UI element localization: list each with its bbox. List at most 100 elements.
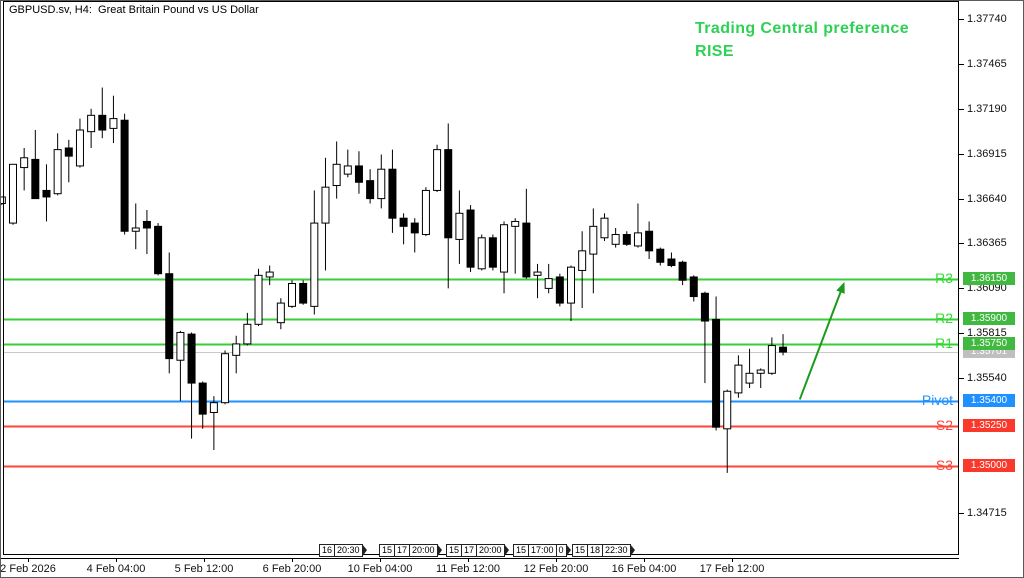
time-tag[interactable]: 16 20:30 (319, 544, 367, 557)
candle (9, 163, 17, 225)
candle (53, 133, 62, 196)
candle (87, 108, 96, 148)
price-badge-R2: 1.35900 (963, 312, 1015, 325)
time-tag-segment: 15 (379, 544, 396, 557)
price-tick-label: 1.36915 (967, 148, 1007, 160)
time-tag-tip (503, 544, 509, 557)
candle (656, 247, 665, 266)
candle (444, 123, 453, 289)
time-tick-label: 10 Feb 04:00 (347, 563, 413, 575)
time-tick-mark (28, 558, 29, 562)
candle (466, 205, 475, 273)
candle (410, 218, 419, 253)
candle (20, 147, 29, 191)
trading-central-note-line2: RISE (695, 43, 734, 60)
candle (522, 188, 531, 279)
trading-central-note: Trading Central preference RISE (695, 17, 909, 63)
candle (343, 149, 352, 178)
candle (176, 330, 185, 402)
time-axis-separator (1, 558, 959, 559)
candle (622, 231, 631, 246)
price-tick-mark (959, 109, 964, 110)
time-tag-segment: 18 (587, 544, 604, 557)
candle (31, 130, 40, 200)
time-tag-segment: 17:00 (528, 544, 557, 557)
candle (455, 190, 464, 264)
trading-central-note-line1: Trading Central preference (695, 20, 910, 37)
price-tick-label: 1.34715 (967, 507, 1007, 519)
level-label-Pivot[interactable]: Pivot (921, 392, 953, 408)
time-tick-mark (644, 558, 645, 562)
candle (120, 113, 129, 235)
price-tick-mark (959, 64, 964, 65)
time-tag-segment: 16 (319, 544, 336, 557)
time-tag[interactable]: 15 18 22:30 (572, 544, 635, 557)
candle (75, 118, 84, 168)
price-tick-mark (959, 513, 964, 514)
chart-title: GBPUSD.sv, H4: Great Britain Pound vs US… (9, 4, 259, 16)
time-tag-segment: 20:00 (409, 544, 438, 557)
price-tick-label: 1.35815 (967, 327, 1007, 339)
candle (511, 218, 520, 274)
price-tick-mark (959, 378, 964, 379)
candle (399, 213, 408, 245)
candle (243, 312, 252, 346)
trend-arrow[interactable] (798, 281, 845, 400)
candle (488, 234, 497, 271)
candle (109, 95, 118, 144)
level-label-R3[interactable]: R3 (935, 270, 953, 286)
candle (689, 275, 698, 302)
time-tick-label: 11 Feb 12:00 (435, 563, 501, 575)
candle (600, 213, 609, 242)
price-tick-mark (959, 19, 964, 20)
candle (142, 210, 151, 255)
candle (611, 227, 620, 248)
candle (299, 280, 308, 305)
candle (633, 203, 642, 248)
level-label-S3[interactable]: S3 (935, 457, 953, 473)
candle (154, 223, 163, 276)
level-label-R2[interactable]: R2 (935, 310, 953, 326)
price-badge-R1: 1.35750 (963, 337, 1015, 350)
candle (767, 337, 776, 375)
candle (734, 355, 743, 398)
candle (589, 208, 598, 294)
time-tick-label: 17 Feb 12:00 (699, 563, 765, 575)
time-tag-segment: 15 (446, 544, 463, 557)
level-label-R1[interactable]: R1 (935, 335, 953, 351)
candle (42, 164, 51, 222)
candle (555, 273, 564, 307)
candle (366, 169, 375, 204)
price-tick-mark (959, 288, 964, 289)
time-tick-label: 16 Feb 04:00 (611, 563, 677, 575)
candle (209, 396, 218, 451)
candle (700, 291, 709, 384)
candle (131, 203, 140, 250)
candle (667, 252, 676, 268)
candle (198, 381, 207, 429)
candle (578, 231, 587, 308)
time-tick-label: 12 Feb 20:00 (523, 563, 589, 575)
candle (779, 334, 788, 356)
candle (500, 221, 509, 294)
price-tick-label: 1.37465 (967, 58, 1007, 70)
candlestick-plot[interactable] (1, 1, 959, 555)
time-tag[interactable]: 15 17 20:00 (379, 544, 442, 557)
time-tag-segment: 17 (461, 544, 478, 557)
time-tick-label: 2 Feb 2026 (0, 563, 56, 575)
candle (477, 234, 486, 271)
candle (377, 154, 386, 209)
level-label-S2[interactable]: S2 (935, 417, 953, 433)
time-tag-segment: 20:00 (476, 544, 505, 557)
candle (64, 139, 73, 183)
candle (332, 141, 341, 199)
price-tick-label: 1.36640 (967, 193, 1007, 205)
time-tag-tip (629, 544, 635, 557)
time-tick-mark (468, 558, 469, 562)
time-tag[interactable]: 15 17:00 0 (513, 544, 571, 557)
candle (187, 332, 196, 439)
candle (533, 263, 542, 299)
time-tag[interactable]: 15 17 20:00 (446, 544, 509, 557)
price-tick-mark (959, 243, 964, 244)
